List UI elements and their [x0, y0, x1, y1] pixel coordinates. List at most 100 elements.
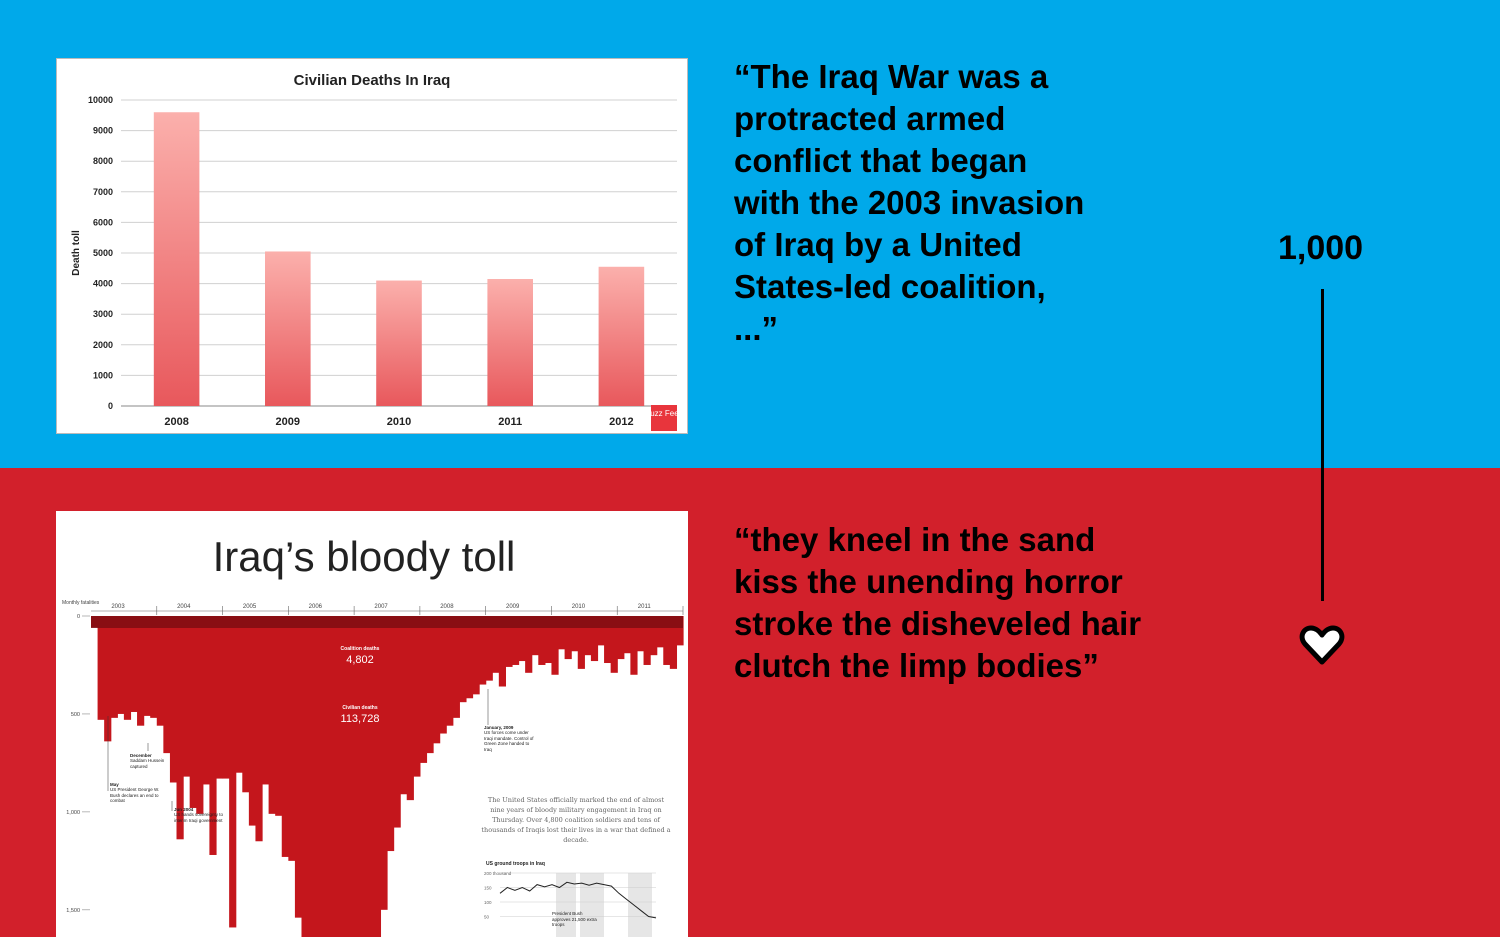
civilian-deaths-chart: Civilian Deaths In Iraq Death toll 0 1000… [56, 58, 688, 434]
month-bar [485, 616, 493, 681]
month-bar [327, 616, 335, 937]
y-tick-label: 5000 [93, 248, 113, 258]
civilian-total: 113,728 [341, 713, 380, 725]
month-bar [288, 616, 296, 861]
month-bar [123, 616, 132, 720]
month-bar [564, 616, 572, 660]
toll-x-tick-label: 2008 [440, 604, 454, 610]
toll-x-tick-label: 2009 [506, 604, 520, 610]
annotation-text: US hands sovereignty to interim Iraqi go… [174, 812, 224, 823]
month-bar [255, 616, 263, 842]
month-bar [268, 616, 276, 814]
bar-chart-svg: Civilian Deaths In Iraq Death toll 0 1000… [71, 72, 683, 431]
month-bar [110, 616, 118, 718]
month-bar [511, 616, 520, 665]
y-tick-label: 4000 [93, 279, 113, 289]
civilian-label: Civilian deaths [342, 705, 378, 711]
month-bar [202, 616, 210, 785]
month-bar [301, 616, 309, 937]
month-bar [518, 616, 526, 662]
toll-y-tick-label: 0 [77, 614, 80, 620]
month-bar [347, 616, 355, 937]
month-bar [577, 616, 585, 669]
bar-2011 [487, 279, 533, 406]
month-bar [242, 616, 250, 793]
toll-chart-ylabel: Monthly fatalities [62, 600, 100, 606]
month-bar [472, 616, 480, 695]
month-bar [479, 616, 487, 685]
month-bar [156, 616, 164, 726]
month-bar [308, 616, 316, 937]
month-bar [433, 616, 441, 744]
bar-2010 [376, 280, 422, 406]
month-bar [623, 616, 631, 654]
annotation-text-box: Saddam Hussein captured [130, 758, 164, 769]
inset-annotation-box: President Bush approves 21,500 extra tro… [552, 911, 597, 927]
coalition-deaths-band [91, 616, 683, 628]
y-tick-label: 8000 [93, 156, 113, 166]
connector-line [1321, 289, 1324, 601]
month-bar [650, 616, 658, 656]
month-bar [531, 616, 539, 656]
month-bar [334, 616, 342, 937]
toll-x-tick-label: 2007 [374, 604, 388, 610]
inset-annotation: President Bush approves 21,500 extra tro… [552, 911, 597, 927]
inset-shade [628, 873, 652, 937]
month-bar [222, 616, 230, 779]
month-bar [367, 616, 375, 937]
annotation-date: May [110, 782, 119, 787]
month-bar [669, 616, 678, 669]
toll-x-tick-label: 2005 [243, 604, 257, 610]
toll-chart-svg: Iraq’s bloody toll Monthly fatalities 20… [62, 533, 684, 937]
buzzfeed-logo-text: Buzz Feed [645, 409, 683, 418]
y-tick-label: 3000 [93, 309, 113, 319]
month-bar [465, 616, 474, 699]
bar-2009 [265, 251, 311, 406]
month-bar [281, 616, 289, 857]
month-bar [630, 616, 638, 675]
month-bar [525, 616, 533, 673]
counter-value: 1,000 [1278, 229, 1364, 267]
heart-icon[interactable] [1298, 622, 1346, 668]
month-bar [498, 616, 506, 687]
x-tick-label: 2008 [164, 416, 188, 428]
buzzfeed-logo: Buzz Feed [645, 405, 683, 431]
y-tick-label: 9000 [93, 126, 113, 136]
month-bar [209, 616, 217, 855]
toll-x-tick-label: 2003 [111, 604, 125, 610]
annotation-text-box: US hands sovereignty to interim Iraqi go… [174, 812, 224, 823]
month-bar [189, 616, 197, 808]
coalition-label: Coalition deaths [341, 646, 380, 652]
bar-2012 [598, 266, 645, 406]
month-bar [406, 616, 414, 801]
month-bar [262, 616, 270, 785]
month-bar [393, 616, 401, 828]
month-bar [248, 616, 257, 826]
month-bar [558, 616, 566, 650]
toll-x-tick-label: 2004 [177, 604, 191, 610]
month-bar [544, 616, 553, 664]
bloody-toll-chart: Iraq’s bloody toll Monthly fatalities 20… [56, 511, 688, 937]
month-bar [439, 616, 447, 734]
month-bar [676, 616, 684, 646]
month-bar [663, 616, 671, 665]
toll-x-tick-label: 2010 [572, 604, 586, 610]
toll-chart-title: Iraq’s bloody toll [213, 533, 516, 580]
month-bar [590, 616, 599, 662]
month-bar [130, 616, 138, 712]
annotation-text-box: US forces come under Iraqi mandate. Cont… [484, 730, 534, 752]
annotation-date: January, 2009 [484, 725, 514, 730]
month-bar [459, 616, 467, 703]
month-bar [446, 616, 454, 726]
month-bar [419, 616, 428, 763]
month-bar [321, 616, 329, 937]
month-bar [314, 616, 322, 937]
month-bar [163, 616, 171, 754]
month-bar [176, 616, 184, 840]
month-bar [380, 616, 388, 910]
month-bar [354, 616, 362, 937]
x-tick-label: 2009 [276, 416, 300, 428]
month-bar [426, 616, 434, 754]
toll-caption: The United States officially marked the … [481, 796, 671, 844]
month-bar [387, 616, 395, 852]
